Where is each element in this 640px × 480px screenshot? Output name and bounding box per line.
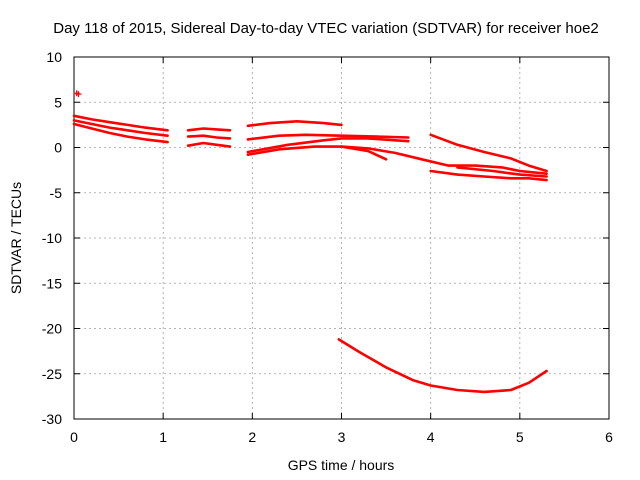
series-trace-12 — [429, 169, 548, 182]
series-trace-1 — [72, 119, 169, 137]
x-tick-label: 3 — [338, 429, 346, 445]
series-trace-13 — [456, 166, 548, 178]
y-tick-label: -20 — [42, 321, 62, 337]
series-trace-7 — [246, 133, 410, 141]
y-tick-label: -5 — [50, 185, 63, 201]
chart-title: Day 118 of 2015, Sidereal Day-to-day VTE… — [53, 20, 599, 37]
y-tick-label: 0 — [54, 140, 62, 156]
series-trace-2 — [72, 122, 169, 144]
series-trace-14 — [337, 338, 548, 394]
series-trace-8 — [246, 137, 410, 154]
series-trace-11 — [429, 133, 548, 173]
y-tick-label: -25 — [42, 366, 62, 382]
x-tick-label: 4 — [427, 429, 435, 445]
y-tick-label: -15 — [42, 275, 62, 291]
data-series — [72, 90, 548, 394]
axis-ticks — [73, 56, 610, 420]
series-trace-10 — [340, 145, 548, 175]
series-trace-9 — [246, 145, 388, 161]
y-tick-label: 5 — [54, 94, 62, 110]
series-trace-6 — [246, 120, 343, 128]
x-tick-label: 5 — [516, 429, 524, 445]
x-tick-label: 2 — [248, 429, 256, 445]
series-trace-4 — [186, 134, 232, 140]
x-tick-label: 6 — [605, 429, 613, 445]
y-tick-label: -10 — [42, 230, 62, 246]
y-tick-label: -30 — [42, 411, 62, 427]
x-axis-label: GPS time / hours — [288, 457, 395, 473]
x-tick-label: 1 — [159, 429, 167, 445]
series-trace-3 — [186, 127, 232, 132]
series-trace-0 — [72, 114, 169, 132]
series-trace-5 — [186, 141, 232, 148]
y-tick-label: 10 — [46, 49, 62, 65]
tick-labels: 0 1 2 3 4 5 6 10 5 0 -5 -10 -15 -20 -25 -30 — [42, 49, 613, 445]
data-point — [75, 91, 82, 98]
x-tick-label: 0 — [70, 429, 78, 445]
grid-lines — [74, 57, 609, 419]
y-axis-label: SDTVAR / TECUs — [8, 182, 24, 294]
